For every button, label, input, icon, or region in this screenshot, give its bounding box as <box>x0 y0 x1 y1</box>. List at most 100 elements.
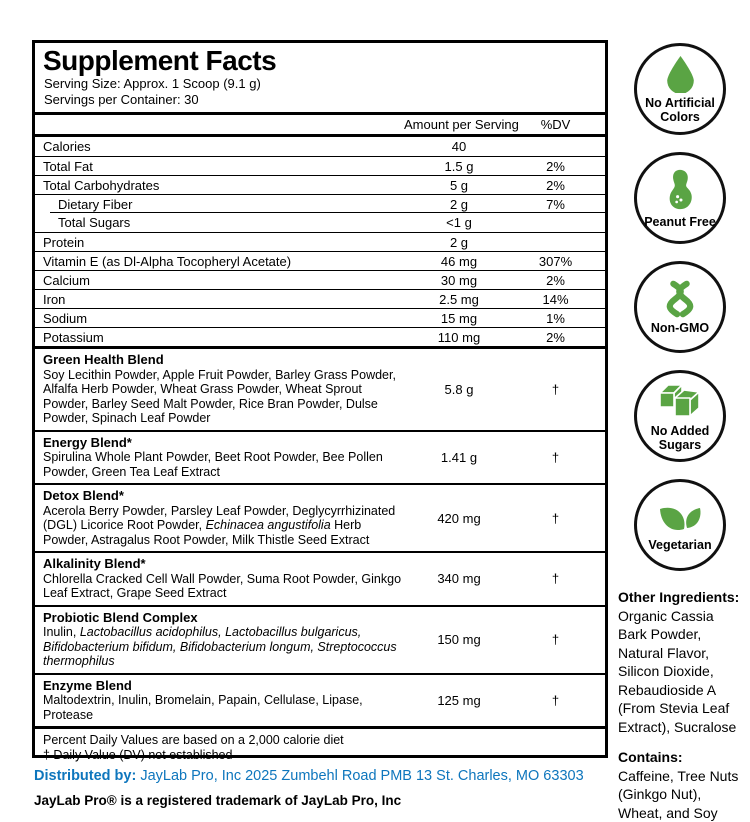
blend-row: Enzyme Blend Maltodextrin, Inulin, Brome… <box>35 673 605 727</box>
blend-amount: 125 mg <box>404 693 514 708</box>
blend-text: Energy Blend* Spirulina Whole Plant Powd… <box>43 436 404 480</box>
nutrient-row: Protein 2 g <box>35 232 605 251</box>
blend-row: Detox Blend* Acerola Berry Powder, Parsl… <box>35 483 605 551</box>
nutrient-amount: 30 mg <box>404 273 514 288</box>
nutrient-name: Iron <box>43 292 404 307</box>
nutrient-amount: 2 g <box>404 197 514 212</box>
blend-ingredients: Maltodextrin, Inulin, Bromelain, Papain,… <box>43 693 404 722</box>
footnote-dv: † Daily Value (DV) not established <box>43 748 597 763</box>
blend-name: Probiotic Blend Complex <box>43 611 404 626</box>
badge: Peanut Free <box>634 152 726 244</box>
nutrient-name: Dietary Fiber <box>43 197 404 212</box>
blend-name: Enzyme Blend <box>43 679 404 694</box>
badge-label: Peanut Free <box>644 215 716 229</box>
nutrient-row: Total Sugars <1 g <box>35 213 605 232</box>
right-column: No Artificial Colors Peanut Free Non-GMO… <box>612 43 748 822</box>
blend-amount: 150 mg <box>404 632 514 647</box>
nutrient-amount: 15 mg <box>404 311 514 326</box>
blend-ingredients: Chlorella Cracked Cell Wall Powder, Suma… <box>43 572 404 601</box>
blend-amount: 340 mg <box>404 571 514 586</box>
supplement-facts-panel: Supplement Facts Serving Size: Approx. 1… <box>32 40 608 758</box>
blend-dv: † <box>514 382 597 397</box>
blend-dv: † <box>514 571 597 586</box>
nutrient-dv: 14% <box>514 292 597 307</box>
blend-text: Probiotic Blend Complex Inulin, Lactobac… <box>43 611 404 669</box>
blend-name: Green Health Blend <box>43 353 404 368</box>
nutrient-row: Vitamin E (as Dl-Alpha Tocopheryl Acetat… <box>35 251 605 270</box>
badge-icon-slot <box>665 168 695 212</box>
badge: No Artificial Colors <box>634 43 726 135</box>
nutrient-amount: 1.5 g <box>404 159 514 174</box>
nutrient-amount: 46 mg <box>404 254 514 269</box>
nutrient-row: Total Fat 1.5 g 2% <box>35 156 605 175</box>
droplet-icon <box>665 55 696 93</box>
badge-icon-slot <box>660 280 700 318</box>
blend-rows: Green Health Blend Soy Lecithin Powder, … <box>35 349 605 726</box>
nutrient-amount: 5 g <box>404 178 514 193</box>
blend-dv: † <box>514 450 597 465</box>
nutrient-amount: <1 g <box>404 215 514 230</box>
badge-label: Non-GMO <box>651 321 709 335</box>
badge-label: Vegetarian <box>648 538 711 552</box>
nutrient-row: Potassium 110 mg 2% <box>35 327 605 346</box>
nutrient-dv: 2% <box>514 178 597 193</box>
column-header-amount: Amount per Serving <box>404 117 514 132</box>
badge-icon-slot <box>657 381 703 421</box>
blend-ingredients: Soy Lecithin Powder, Apple Fruit Powder,… <box>43 368 404 426</box>
column-header-row: Amount per Serving %DV <box>35 115 605 134</box>
nutrient-name: Total Carbohydrates <box>43 178 404 193</box>
nutrient-name: Protein <box>43 235 404 250</box>
nutrient-row: Dietary Fiber 2 g 7% <box>35 194 605 213</box>
badge-label: No Artificial Colors <box>640 96 720 124</box>
panel-title: Supplement Facts <box>35 43 605 76</box>
leaf-icon <box>658 499 702 535</box>
distributed-by-line: Distributed by: JayLab Pro, Inc 2025 Zum… <box>34 768 734 785</box>
nutrient-row: Calcium 30 mg 2% <box>35 270 605 289</box>
blend-ingredients: Inulin, Lactobacillus acidophilus, Lacto… <box>43 625 404 669</box>
blend-row: Green Health Blend Soy Lecithin Powder, … <box>35 349 605 430</box>
sugar-cubes-icon <box>657 381 703 421</box>
footnotes: Percent Daily Values are based on a 2,00… <box>35 729 605 767</box>
distributed-by-label: Distributed by: <box>34 768 136 784</box>
nutrient-dv: 7% <box>514 197 597 212</box>
blend-name: Energy Blend* <box>43 436 404 451</box>
serving-size: Serving Size: Approx. 1 Scoop (9.1 g) <box>35 76 605 92</box>
blend-dv: † <box>514 632 597 647</box>
side-info: Other Ingredients: Organic Cassia Bark P… <box>612 588 746 822</box>
nutrient-name: Calcium <box>43 273 404 288</box>
blend-text: Alkalinity Blend* Chlorella Cracked Cell… <box>43 557 404 601</box>
nutrient-dv: 2% <box>514 159 597 174</box>
nutrient-amount: 40 <box>404 139 514 154</box>
nutrient-row: Iron 2.5 mg 14% <box>35 289 605 308</box>
blend-name: Alkalinity Blend* <box>43 557 404 572</box>
blend-row: Energy Blend* Spirulina Whole Plant Powd… <box>35 430 605 484</box>
contains-heading: Contains: <box>618 748 746 767</box>
blend-dv: † <box>514 693 597 708</box>
nutrient-name: Sodium <box>43 311 404 326</box>
nutrient-dv: 2% <box>514 330 597 345</box>
nutrient-amount: 2.5 mg <box>404 292 514 307</box>
distributed-by-text: JayLab Pro, Inc 2025 Zumbehl Road PMB 13… <box>136 768 583 784</box>
nutrient-name: Calories <box>43 139 404 154</box>
nutrient-rows: Calories 40 Total Fat 1.5 g 2% Total Car… <box>35 137 605 346</box>
badge-label: No Added Sugars <box>640 424 720 452</box>
other-ingredients-heading: Other Ingredients: <box>618 588 746 607</box>
servings-per-container: Servings per Container: 30 <box>35 92 605 108</box>
badge-icon-slot <box>665 55 696 93</box>
dna-icon <box>660 280 700 318</box>
nutrient-row: Calories 40 <box>35 137 605 156</box>
badge: Non-GMO <box>634 261 726 353</box>
blend-name: Detox Blend* <box>43 489 404 504</box>
blend-row: Probiotic Blend Complex Inulin, Lactobac… <box>35 605 605 673</box>
blend-amount: 1.41 g <box>404 450 514 465</box>
blend-text: Green Health Blend Soy Lecithin Powder, … <box>43 353 404 426</box>
badge: Vegetarian <box>634 479 726 571</box>
nutrient-amount: 2 g <box>404 235 514 250</box>
nutrient-name: Total Sugars <box>43 215 404 230</box>
nutrient-row: Total Carbohydrates 5 g 2% <box>35 175 605 194</box>
nutrient-amount: 110 mg <box>404 330 514 345</box>
nutrient-name: Potassium <box>43 330 404 345</box>
nutrient-name: Vitamin E (as Dl-Alpha Tocopheryl Acetat… <box>43 254 404 269</box>
blend-ingredients: Acerola Berry Powder, Parsley Leaf Powde… <box>43 504 404 548</box>
nutrient-dv: 307% <box>514 254 597 269</box>
